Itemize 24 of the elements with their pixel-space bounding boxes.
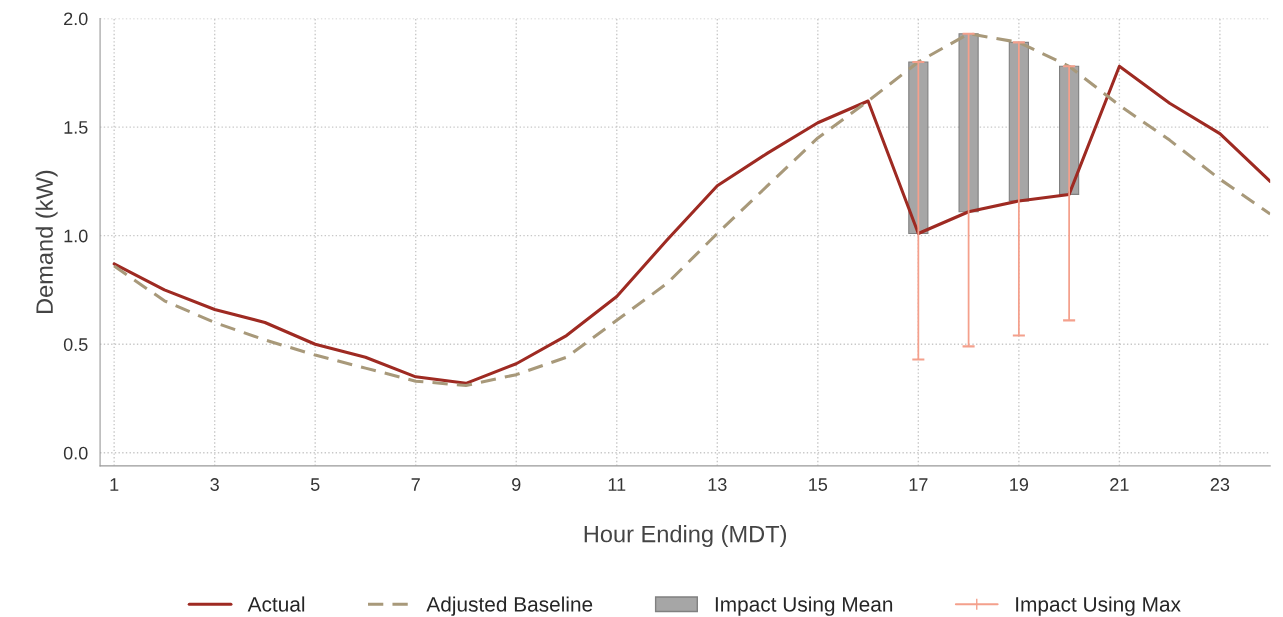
x-tick-label: 7 bbox=[411, 478, 420, 491]
legend-label: Adjusted Baseline bbox=[426, 596, 593, 616]
x-axis-title: Hour Ending (MDT) bbox=[584, 525, 786, 548]
bar bbox=[958, 33, 979, 213]
x-tick-label: 11 bbox=[608, 478, 626, 491]
x-tick-label: 19 bbox=[1010, 478, 1029, 491]
x-tick-label: 15 bbox=[809, 478, 828, 491]
y-tick-label: 0.0 bbox=[63, 446, 88, 460]
x-tick-label: 1 bbox=[110, 478, 119, 491]
x-tick-label: 9 bbox=[512, 478, 521, 491]
x-tick-label: 3 bbox=[210, 478, 219, 491]
legend-label: Impact Using Mean bbox=[715, 596, 893, 616]
x-tick-label: 17 bbox=[909, 478, 928, 491]
y-axis-title: Demand (kW) bbox=[35, 170, 58, 314]
x-tick-label: 23 bbox=[1210, 478, 1230, 491]
x-tick-label: 21 bbox=[1110, 478, 1129, 491]
y-tick-label: 0.5 bbox=[63, 338, 88, 351]
x-tick-label: 5 bbox=[310, 478, 320, 491]
y-tick-label: 1.5 bbox=[64, 121, 88, 134]
legend-label: Impact Using Max bbox=[1016, 596, 1181, 616]
legend-label: Actual bbox=[247, 596, 305, 612]
x-tick-label: 13 bbox=[708, 478, 727, 491]
y-tick-label: 2.0 bbox=[64, 12, 88, 26]
y-tick-label: 1.0 bbox=[64, 229, 88, 243]
